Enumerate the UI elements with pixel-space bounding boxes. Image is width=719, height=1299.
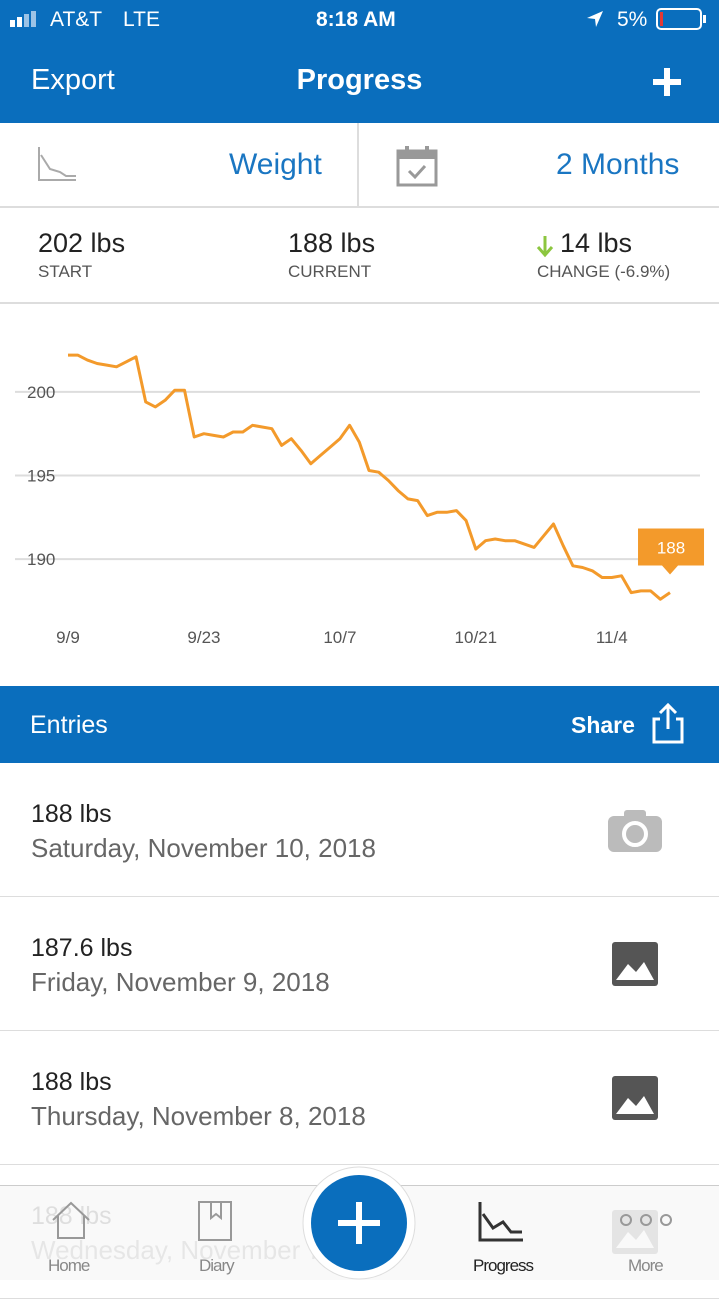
battery-icon bbox=[656, 8, 706, 30]
chart: 190 195 200 9/9 9/23 10/7 10/21 11/4 188 bbox=[15, 353, 705, 647]
camera-icon[interactable] bbox=[606, 806, 664, 856]
stats: 202 lbs START 188 lbs CURRENT 14 lbs CHA… bbox=[0, 208, 719, 304]
signal-icon bbox=[10, 11, 36, 27]
entry-row[interactable]: 188 lbs Saturday, November 10, 2018 bbox=[0, 763, 719, 897]
entry-date: Friday, November 9, 2018 bbox=[31, 967, 330, 997]
stat-value: 188 lbs bbox=[288, 228, 376, 258]
location-icon bbox=[587, 11, 603, 27]
entry-weight: 188 lbs bbox=[31, 800, 112, 828]
tab-bar: Home Diary Progress More bbox=[0, 1166, 719, 1280]
current-label: 188 bbox=[657, 539, 685, 558]
export-button[interactable]: Export bbox=[31, 64, 115, 96]
carrier: AT&T bbox=[50, 8, 103, 31]
stat-label: CURRENT bbox=[288, 262, 372, 281]
add-button[interactable] bbox=[651, 66, 683, 98]
entries-header: Entries Share bbox=[0, 686, 719, 763]
photo-mountains bbox=[616, 1096, 654, 1114]
range-selector[interactable]: 2 Months bbox=[556, 148, 680, 181]
y-tick-label: 200 bbox=[27, 383, 55, 402]
entry-weight: 188 lbs bbox=[31, 1068, 112, 1096]
header: AT&T LTE 8:18 AM 5% Export Progress bbox=[0, 0, 719, 123]
page-title: Progress bbox=[296, 64, 423, 96]
tab-label[interactable]: Diary bbox=[199, 1256, 235, 1275]
photo-icon[interactable] bbox=[606, 940, 664, 990]
entry-date: Saturday, November 10, 2018 bbox=[31, 833, 376, 863]
time: 8:18 AM bbox=[316, 8, 396, 31]
metric-selector[interactable]: Weight bbox=[229, 148, 322, 181]
entry-weight: 187.6 lbs bbox=[31, 934, 133, 962]
progress-icon bbox=[478, 1202, 523, 1242]
x-tick-label: 9/23 bbox=[187, 628, 220, 647]
home-icon bbox=[52, 1201, 90, 1239]
x-tick-label: 10/7 bbox=[323, 628, 356, 647]
x-tick-label: 11/4 bbox=[596, 628, 628, 647]
network: LTE bbox=[123, 8, 160, 31]
more-icon bbox=[620, 1214, 672, 1226]
tab-label[interactable]: Progress bbox=[473, 1256, 534, 1275]
chart-icon bbox=[38, 147, 76, 181]
divider bbox=[357, 123, 359, 206]
tab-label[interactable]: Home bbox=[48, 1256, 90, 1275]
photo-icon[interactable] bbox=[606, 1074, 664, 1124]
weight-line bbox=[68, 353, 671, 601]
stat-label: START bbox=[38, 262, 93, 281]
diary-icon bbox=[198, 1201, 232, 1241]
stat-value: 202 lbs bbox=[38, 228, 126, 258]
stat-label: CHANGE (-6.9%) bbox=[537, 262, 671, 281]
y-tick-label: 190 bbox=[27, 550, 55, 569]
battery: 5% bbox=[617, 8, 648, 31]
x-tick-label: 9/9 bbox=[56, 628, 80, 647]
entry-row[interactable]: 188 lbs Thursday, November 8, 2018 bbox=[0, 1031, 719, 1165]
tab-label[interactable]: More bbox=[628, 1256, 664, 1275]
y-tick-label: 195 bbox=[27, 467, 55, 486]
entry-row[interactable]: 187.6 lbs Friday, November 9, 2018 bbox=[0, 897, 719, 1031]
current-callout bbox=[638, 528, 705, 575]
share-button[interactable]: Share bbox=[571, 712, 635, 738]
camera-top bbox=[624, 810, 646, 820]
calendar-icon bbox=[396, 146, 438, 187]
add-entry-button[interactable] bbox=[300, 1164, 418, 1282]
camera-lens bbox=[622, 821, 648, 847]
share-icon[interactable] bbox=[650, 703, 686, 745]
down-arrow bbox=[536, 236, 554, 258]
x-tick-label: 10/21 bbox=[455, 628, 498, 647]
entries-title: Entries bbox=[30, 711, 108, 739]
selector-bar: Weight 2 Months bbox=[0, 123, 719, 208]
camera-body bbox=[608, 816, 662, 852]
photo-mountains bbox=[616, 962, 654, 980]
stat-value: 14 lbs bbox=[560, 228, 633, 258]
entry-date: Thursday, November 8, 2018 bbox=[31, 1101, 366, 1131]
